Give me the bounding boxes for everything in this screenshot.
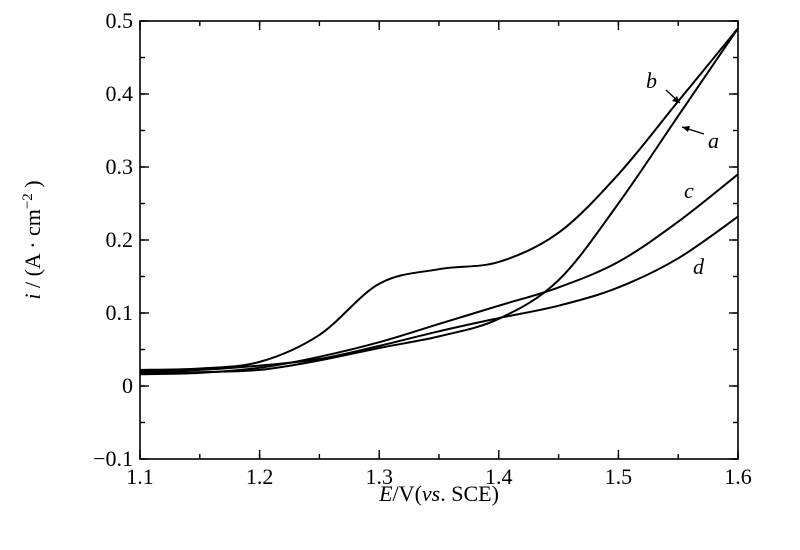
curve-b xyxy=(139,27,739,371)
curve-label-a: a xyxy=(708,128,719,153)
curve-d xyxy=(139,215,739,373)
x-tick-label: 1.3 xyxy=(365,464,393,489)
y-tick-label: 0.2 xyxy=(106,227,134,252)
x-tick-label: 1.5 xyxy=(605,464,633,489)
curve-label-d: d xyxy=(693,254,705,279)
x-tick-label: 1.1 xyxy=(126,464,154,489)
x-tick-label: 1.4 xyxy=(485,464,513,489)
x-tick-label: 1.2 xyxy=(246,464,274,489)
y-axis-unit2: cm xyxy=(20,209,45,236)
y-tick-label: 0.1 xyxy=(106,300,134,325)
x-axis-label: E/V(vs. SCE) xyxy=(378,481,499,506)
x-axis-ref-italic: vs xyxy=(422,481,440,506)
y-tick-label: 0 xyxy=(122,373,133,398)
y-tick-label: 0.4 xyxy=(106,81,134,106)
x-axis-unit: V xyxy=(399,481,415,506)
y-tick-label: 0.5 xyxy=(106,8,134,33)
curve-a xyxy=(139,27,739,374)
y-axis-var: i xyxy=(20,294,45,300)
arrow-head-a xyxy=(682,126,690,132)
y-axis-unit: A xyxy=(20,253,45,269)
x-axis-var: E xyxy=(378,481,393,506)
y-tick-label: −0.1 xyxy=(93,446,133,471)
curve-c xyxy=(139,173,739,376)
curves xyxy=(139,27,739,376)
x-tick-labels: 1.1 1.2 1.3 1.4 1.5 1.6 xyxy=(126,464,752,489)
x-tick-label: 1.6 xyxy=(724,464,752,489)
curve-label-b: b xyxy=(646,68,657,93)
y-tick-labels: −0.1 0 0.1 0.2 0.3 0.4 0.5 xyxy=(93,8,133,471)
curve-label-c: c xyxy=(684,178,694,203)
y-axis-exponent: −2 xyxy=(20,193,36,209)
arrow-head-b xyxy=(672,96,680,103)
y-axis-label: i / (A · cm−2 ) xyxy=(20,180,45,299)
x-axis-ref: SCE xyxy=(451,481,491,506)
plot-frame xyxy=(139,20,739,460)
y-tick-label: 0.3 xyxy=(106,154,134,179)
